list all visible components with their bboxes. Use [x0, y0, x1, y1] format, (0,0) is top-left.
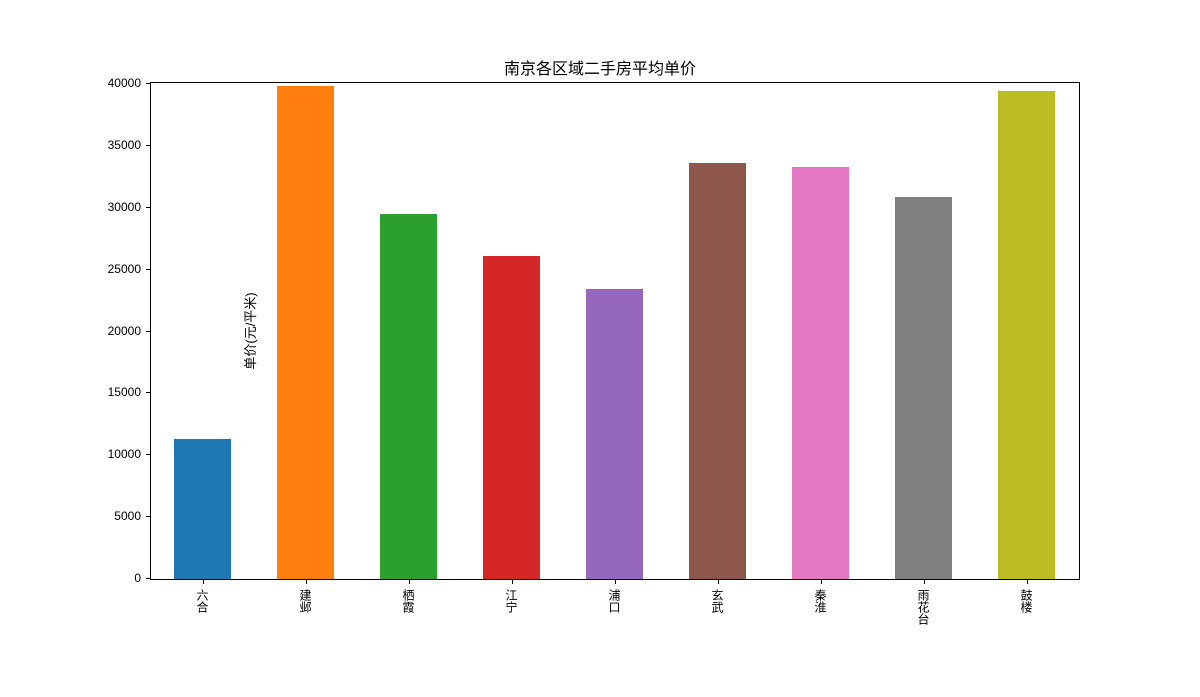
y-axis-label: 单价(元/平米) [240, 292, 259, 369]
xtick-mark [512, 579, 513, 584]
xtick-label: 雨花台 [915, 589, 932, 625]
xtick-label: 栖霞 [400, 589, 417, 613]
ytick-mark [146, 454, 151, 455]
xtick-mark [409, 579, 410, 584]
bar [895, 197, 952, 579]
bar [483, 256, 540, 579]
bar [277, 86, 334, 579]
xtick-label: 玄武 [709, 589, 726, 613]
xtick-label: 秦淮 [812, 589, 829, 613]
xtick-mark [821, 579, 822, 584]
bar [689, 163, 746, 579]
chart-title: 南京各区域二手房平均单价 [0, 55, 1200, 79]
ytick-label: 35000 [108, 138, 141, 152]
ytick-mark [146, 83, 151, 84]
ytick-mark [146, 516, 151, 517]
ytick-mark [146, 331, 151, 332]
bar [998, 91, 1055, 579]
bar [174, 439, 231, 579]
xtick-mark [924, 579, 925, 584]
ytick-label: 0 [134, 571, 141, 585]
bar [586, 289, 643, 579]
xtick-mark [615, 579, 616, 584]
ytick-label: 40000 [108, 76, 141, 90]
ytick-label: 25000 [108, 262, 141, 276]
xtick-label: 江宁 [503, 589, 520, 613]
ytick-label: 30000 [108, 200, 141, 214]
xtick-mark [718, 579, 719, 584]
chart-container: 南京各区域二手房平均单价 单价(元/平米) 050001000015000200… [0, 0, 1200, 697]
xtick-mark [306, 579, 307, 584]
ytick-label: 20000 [108, 324, 141, 338]
ytick-label: 10000 [108, 447, 141, 461]
xtick-label: 六合 [194, 589, 211, 613]
ytick-mark [146, 578, 151, 579]
bar [380, 214, 437, 579]
ytick-mark [146, 269, 151, 270]
ytick-mark [146, 392, 151, 393]
xtick-label: 建邺 [297, 589, 314, 613]
xtick-label: 浦口 [606, 589, 623, 613]
plot-area: 单价(元/平米) 0500010000150002000025000300003… [150, 82, 1080, 580]
ytick-mark [146, 145, 151, 146]
ytick-mark [146, 207, 151, 208]
bar [792, 167, 849, 579]
xtick-mark [203, 579, 204, 584]
ytick-label: 15000 [108, 385, 141, 399]
xtick-label: 鼓楼 [1018, 589, 1035, 613]
ytick-label: 5000 [114, 509, 141, 523]
xtick-mark [1027, 579, 1028, 584]
